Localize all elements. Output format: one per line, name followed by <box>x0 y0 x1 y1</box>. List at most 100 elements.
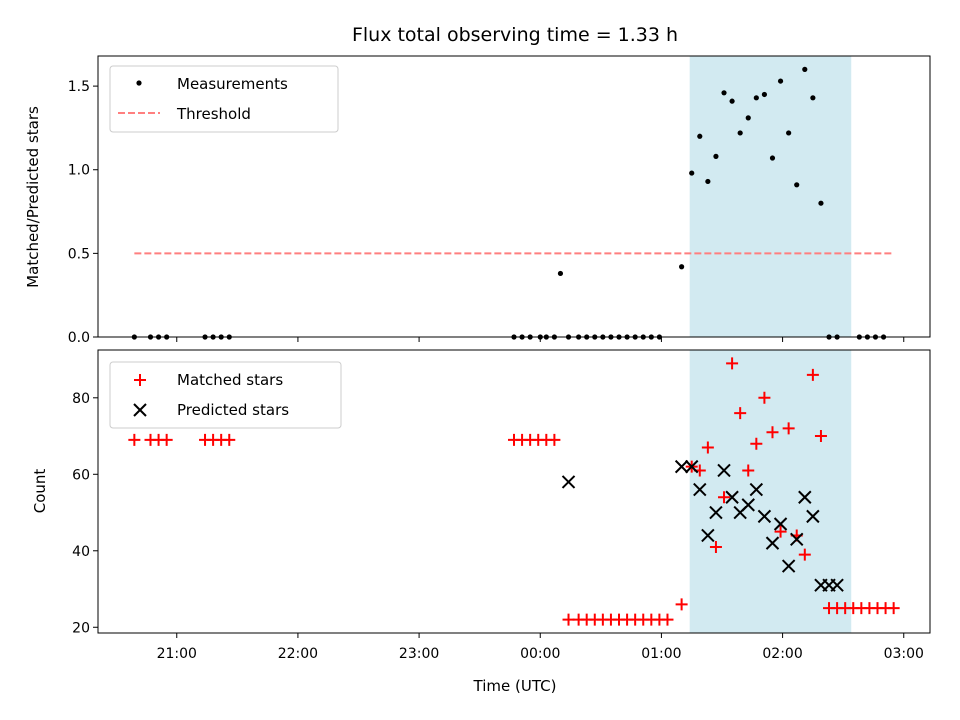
measurement-point <box>729 98 735 104</box>
matched-star-point <box>709 540 722 553</box>
predicted-star-point <box>717 463 731 478</box>
predicted-star-point <box>741 498 755 512</box>
predicted-star-point <box>693 482 707 497</box>
matched-star-point <box>128 433 141 446</box>
top-observing-span <box>689 56 852 337</box>
matched-star-point <box>742 464 755 477</box>
predicted-star-point <box>781 559 796 573</box>
top-panel: 0.0 0.5 1.0 1.5 Matched/Predicted stars Mea… <box>24 55 931 346</box>
matched-star-point <box>887 602 900 615</box>
y-tick-label: 20 <box>72 620 90 636</box>
measurements-legend-label: Measurements <box>177 75 288 93</box>
predicted-star-point <box>757 509 772 524</box>
measurement-point <box>810 95 816 101</box>
measurement-point <box>761 91 768 98</box>
matched-star-point <box>675 598 688 611</box>
measurement-point <box>737 130 743 136</box>
measurement-point <box>679 264 685 270</box>
bottom-data-marks <box>128 357 900 626</box>
x-tick-label: 22:00 <box>278 646 318 662</box>
top-data-marks <box>131 66 892 340</box>
y-tick-label: 40 <box>72 544 90 560</box>
bottom-x-ticks: 21:00 22:00 23:00 00:00 01:00 02:00 03:00 <box>157 633 924 662</box>
bottom-plot-frame <box>97 349 931 634</box>
matched-star-point <box>766 426 779 439</box>
matched-star-point <box>798 548 811 561</box>
x-tick-label: 00:00 <box>520 646 560 662</box>
matched-star-point <box>718 491 731 504</box>
x-tick-label: 02:00 <box>762 646 802 662</box>
threshold-legend-label: Threshold <box>176 105 251 123</box>
y-tick-label: 0.5 <box>68 246 90 262</box>
matched-star-point <box>160 433 173 446</box>
matched-star-point <box>782 422 795 435</box>
predicted-stars-legend-marker <box>133 403 147 417</box>
predicted-star-point <box>561 475 576 489</box>
matched-star-point <box>806 368 819 381</box>
bottom-legend-box <box>109 361 342 429</box>
x-tick-label: 03:00 <box>884 646 924 662</box>
measurement-point <box>786 130 792 136</box>
top-x-ticks <box>176 337 905 342</box>
y-tick-label: 1.5 <box>68 79 90 95</box>
measurement-point <box>794 182 800 188</box>
predicted-star-point <box>798 490 812 504</box>
x-tick-label: 23:00 <box>399 646 439 662</box>
matched-star-point <box>774 525 787 538</box>
bottom-y-ticks: 20 40 60 80 <box>72 391 98 636</box>
matched-star-point <box>548 433 561 446</box>
matched-star-point <box>562 613 575 626</box>
predicted-star-point <box>773 517 788 531</box>
matched-stars-legend-label: Matched stars <box>177 371 283 389</box>
bottom-legend: Matched stars Predicted stars <box>109 361 342 429</box>
measurement-point <box>713 153 719 159</box>
matched-star-point <box>223 433 236 446</box>
predicted-star-point <box>674 459 689 474</box>
top-y-ticks: 0.0 0.5 1.0 1.5 <box>68 79 98 346</box>
measurement-point <box>769 155 776 161</box>
x-tick-label: 01:00 <box>641 646 681 662</box>
predicted-star-point <box>709 505 723 520</box>
top-legend-box <box>109 65 339 133</box>
predicted-star-point <box>830 578 844 592</box>
x-tick-label: 21:00 <box>157 646 197 662</box>
matched-star-point <box>750 437 763 450</box>
chart-title: Flux total observing time = 1.33 h <box>352 24 678 46</box>
predicted-star-point <box>790 532 804 547</box>
predicted-stars-legend-label: Predicted stars <box>177 401 289 419</box>
matched-star-point <box>701 441 714 454</box>
matched-star-point <box>726 357 739 370</box>
predicted-star-point <box>685 459 699 474</box>
top-plot-frame <box>97 55 931 338</box>
matched-stars-legend-marker <box>134 374 146 386</box>
y-tick-label: 80 <box>72 391 90 407</box>
predicted-star-point <box>701 528 715 543</box>
measurement-point <box>697 133 703 139</box>
measurement-point <box>705 178 711 185</box>
bottom-panel: 20 40 60 80 21:00 22:00 23:00 00:00 01:00 02:00 0… <box>31 349 931 695</box>
measurement-point <box>818 200 824 206</box>
y-tick-label: 1.0 <box>68 163 90 179</box>
measurement-point <box>689 170 695 176</box>
matched-star-point <box>758 391 771 404</box>
matched-star-point <box>814 430 827 443</box>
measurement-point <box>557 270 564 277</box>
measurement-point <box>745 115 751 121</box>
top-legend: Measurements Threshold <box>109 65 339 133</box>
measurement-point <box>753 95 759 101</box>
measurement-point <box>777 78 784 84</box>
y-tick-label: 0.0 <box>68 330 90 346</box>
predicted-star-point <box>765 536 780 550</box>
predicted-star-point <box>725 490 739 504</box>
y-tick-label: 60 <box>72 467 90 483</box>
bottom-y-axis-label: Count <box>31 469 49 514</box>
predicted-star-point <box>749 482 764 497</box>
matched-star-point <box>661 613 674 626</box>
top-y-axis-label: Matched/Predicted stars <box>24 106 42 288</box>
x-axis-label: Time (UTC) <box>473 677 557 695</box>
measurements-legend-marker <box>136 80 142 86</box>
measurement-point <box>721 90 727 96</box>
matched-star-point <box>734 407 747 420</box>
measurement-point <box>802 66 808 72</box>
